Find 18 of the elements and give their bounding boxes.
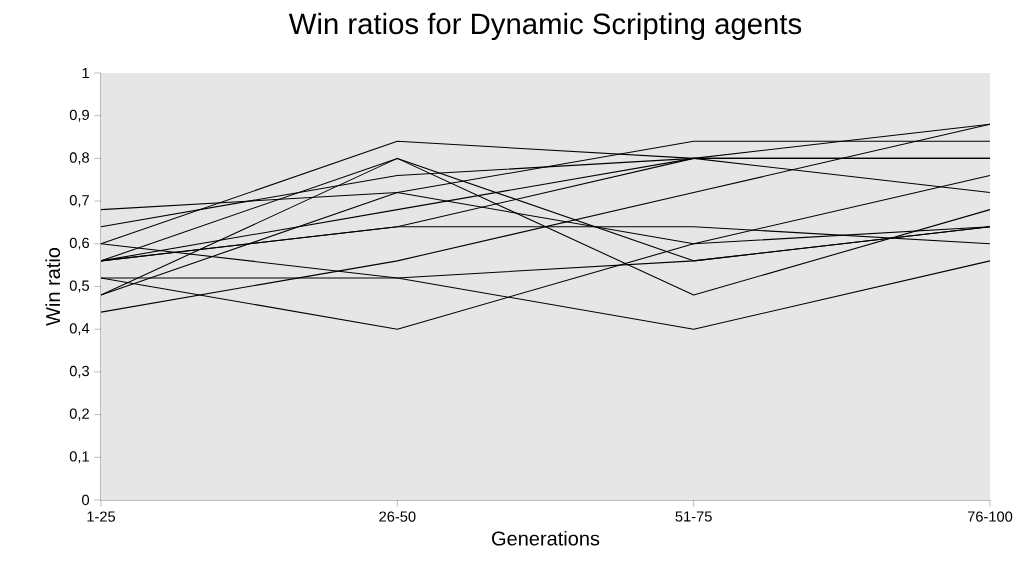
y-tick-label: 1 bbox=[82, 67, 89, 79]
y-tick-label: 0,9 bbox=[69, 109, 89, 122]
x-tick-label: 26-50 bbox=[379, 511, 416, 522]
y-tick-label: 0,1 bbox=[69, 451, 89, 464]
y-tick-label: 0,7 bbox=[69, 195, 89, 208]
y-tick-label: 0,2 bbox=[69, 408, 89, 421]
y-tick-label: 0,6 bbox=[69, 237, 89, 250]
y-tick-label: 0,5 bbox=[69, 280, 90, 293]
y-axis-title: Win ratio bbox=[45, 247, 61, 326]
y-tick-label: 0,4 bbox=[69, 323, 90, 336]
x-tick-label: 76-100 bbox=[967, 511, 1013, 522]
y-tick-label: 0 bbox=[82, 494, 90, 506]
x-tick-label: 1-25 bbox=[87, 511, 116, 522]
chart-title: Win ratios for Dynamic Scripting agents bbox=[288, 12, 802, 41]
y-tick-label: 0,8 bbox=[69, 152, 89, 165]
x-axis-title: Generations bbox=[492, 530, 600, 546]
y-tick-label: 0,3 bbox=[69, 365, 89, 378]
x-tick-label: 51-75 bbox=[675, 511, 712, 522]
